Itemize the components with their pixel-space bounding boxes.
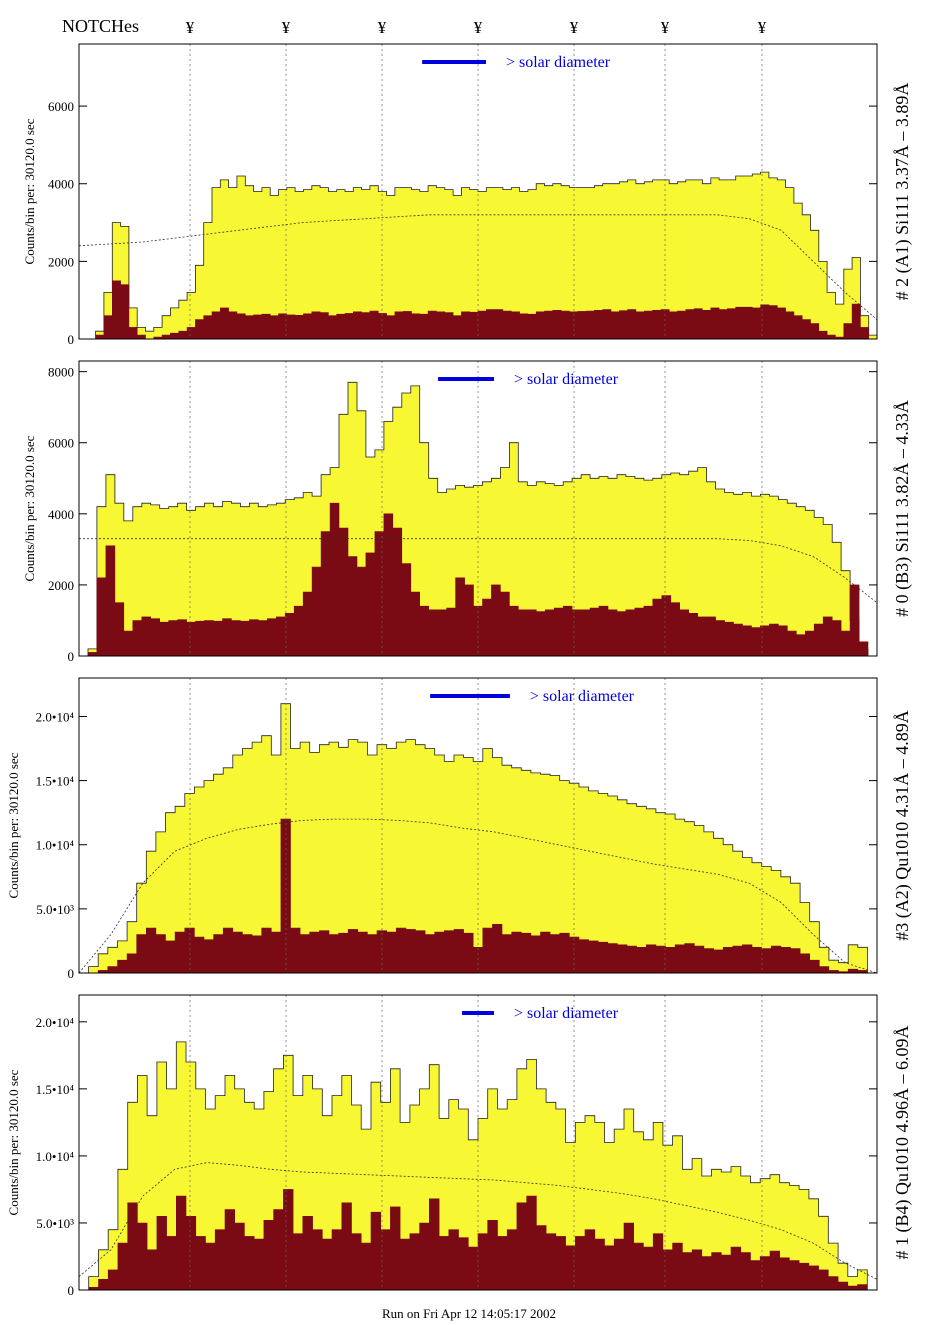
y-tick-label: 8000 [48,365,74,380]
panel-3: 0 5.0•10³ 1.0•10⁴ 1.5•10⁴ 2.0•10⁴ Counts/bin … [6,994,913,1298]
y-axis-label: Counts/bin per: 30120.0 sec [6,752,21,898]
solar-diameter-label: > solar diameter [530,688,635,705]
counts-series [79,1189,877,1291]
notch-marker: ¥ [474,18,483,37]
notch-marker: ¥ [758,18,767,37]
panel-2: 0 5.0•10³ 1.0•10⁴ 1.5•10⁴ 2.0•10⁴ Counts/bin … [6,677,913,981]
y-axis-label: Counts/bin per: 30120.0 sec [22,118,37,264]
y-tick-label: 0 [68,332,75,347]
counts-series [79,280,877,340]
y-tick-label: 0 [68,1283,75,1298]
panel-label: # 1 (B4) Qu1010 4.96Å – 6.09Å [892,1026,913,1260]
solar-diameter-label: > solar diameter [514,1005,619,1022]
y-tick-label: 1.0•10⁴ [36,838,75,853]
y-tick-label: 1.5•10⁴ [36,1082,75,1097]
panel-label: # 0 (B3) Si111 3.82Å – 4.33Å [892,400,913,617]
y-tick-label: 0 [68,649,75,664]
notch-marker: ¥ [570,18,579,37]
counts-series [79,818,877,974]
y-tick-label: 6000 [48,436,74,451]
y-tick-label: 1.5•10⁴ [36,774,75,789]
solar-diameter-label: > solar diameter [506,54,611,71]
y-tick-label: 5.0•10³ [36,1216,74,1231]
y-tick-label: 1.0•10⁴ [36,1149,75,1164]
y-tick-label: 2.0•10⁴ [36,1015,75,1030]
panel-label: #3 (A2) Qu1010 4.31Å – 4.89Å [892,710,913,940]
panel-label: # 2 (A1) Si111 3.37Å – 3.89Å [892,83,913,301]
y-tick-label: 2000 [48,578,74,593]
solar-diameter-label: > solar diameter [514,371,619,388]
panel-1: 0 2000 4000 6000 8000 Counts/bin per: 30120.0… [22,360,913,664]
run-footer: Run on Fri Apr 12 14:05:17 2002 [382,1306,556,1321]
notch-marker: ¥ [661,18,670,37]
notch-marker: ¥ [282,18,291,37]
panel-0: 0 2000 4000 6000 Counts/bin per: 30120.0 sec… [22,43,913,347]
notches-label: NOTCHes [62,16,139,36]
notch-marker: ¥ [378,18,387,37]
counts-series [79,502,877,657]
y-tick-label: 2.0•10⁴ [36,709,75,724]
y-tick-label: 4000 [48,507,74,522]
plot-frame [78,994,878,1291]
y-tick-label: 2000 [48,254,74,269]
y-axis-label: Counts/bin per: 30120.0 sec [22,435,37,581]
plot-frame [78,360,878,657]
model-curve [79,538,878,604]
notch-markers: ¥ ¥ ¥ ¥ ¥ ¥ ¥ [186,18,767,37]
y-tick-label: 5.0•10³ [36,902,74,917]
notch-marker: ¥ [186,18,195,37]
panels: 0 2000 4000 6000 Counts/bin per: 30120.0 sec… [6,43,913,1298]
y-tick-label: 6000 [48,99,74,114]
envelope-series [79,381,877,657]
y-tick-label: 4000 [48,177,74,192]
y-tick-label: 0 [68,966,75,981]
y-axis-label: Counts/bin per: 30120.0 sec [6,1069,21,1215]
plot-frame [78,677,878,974]
plot-frame [78,43,878,340]
